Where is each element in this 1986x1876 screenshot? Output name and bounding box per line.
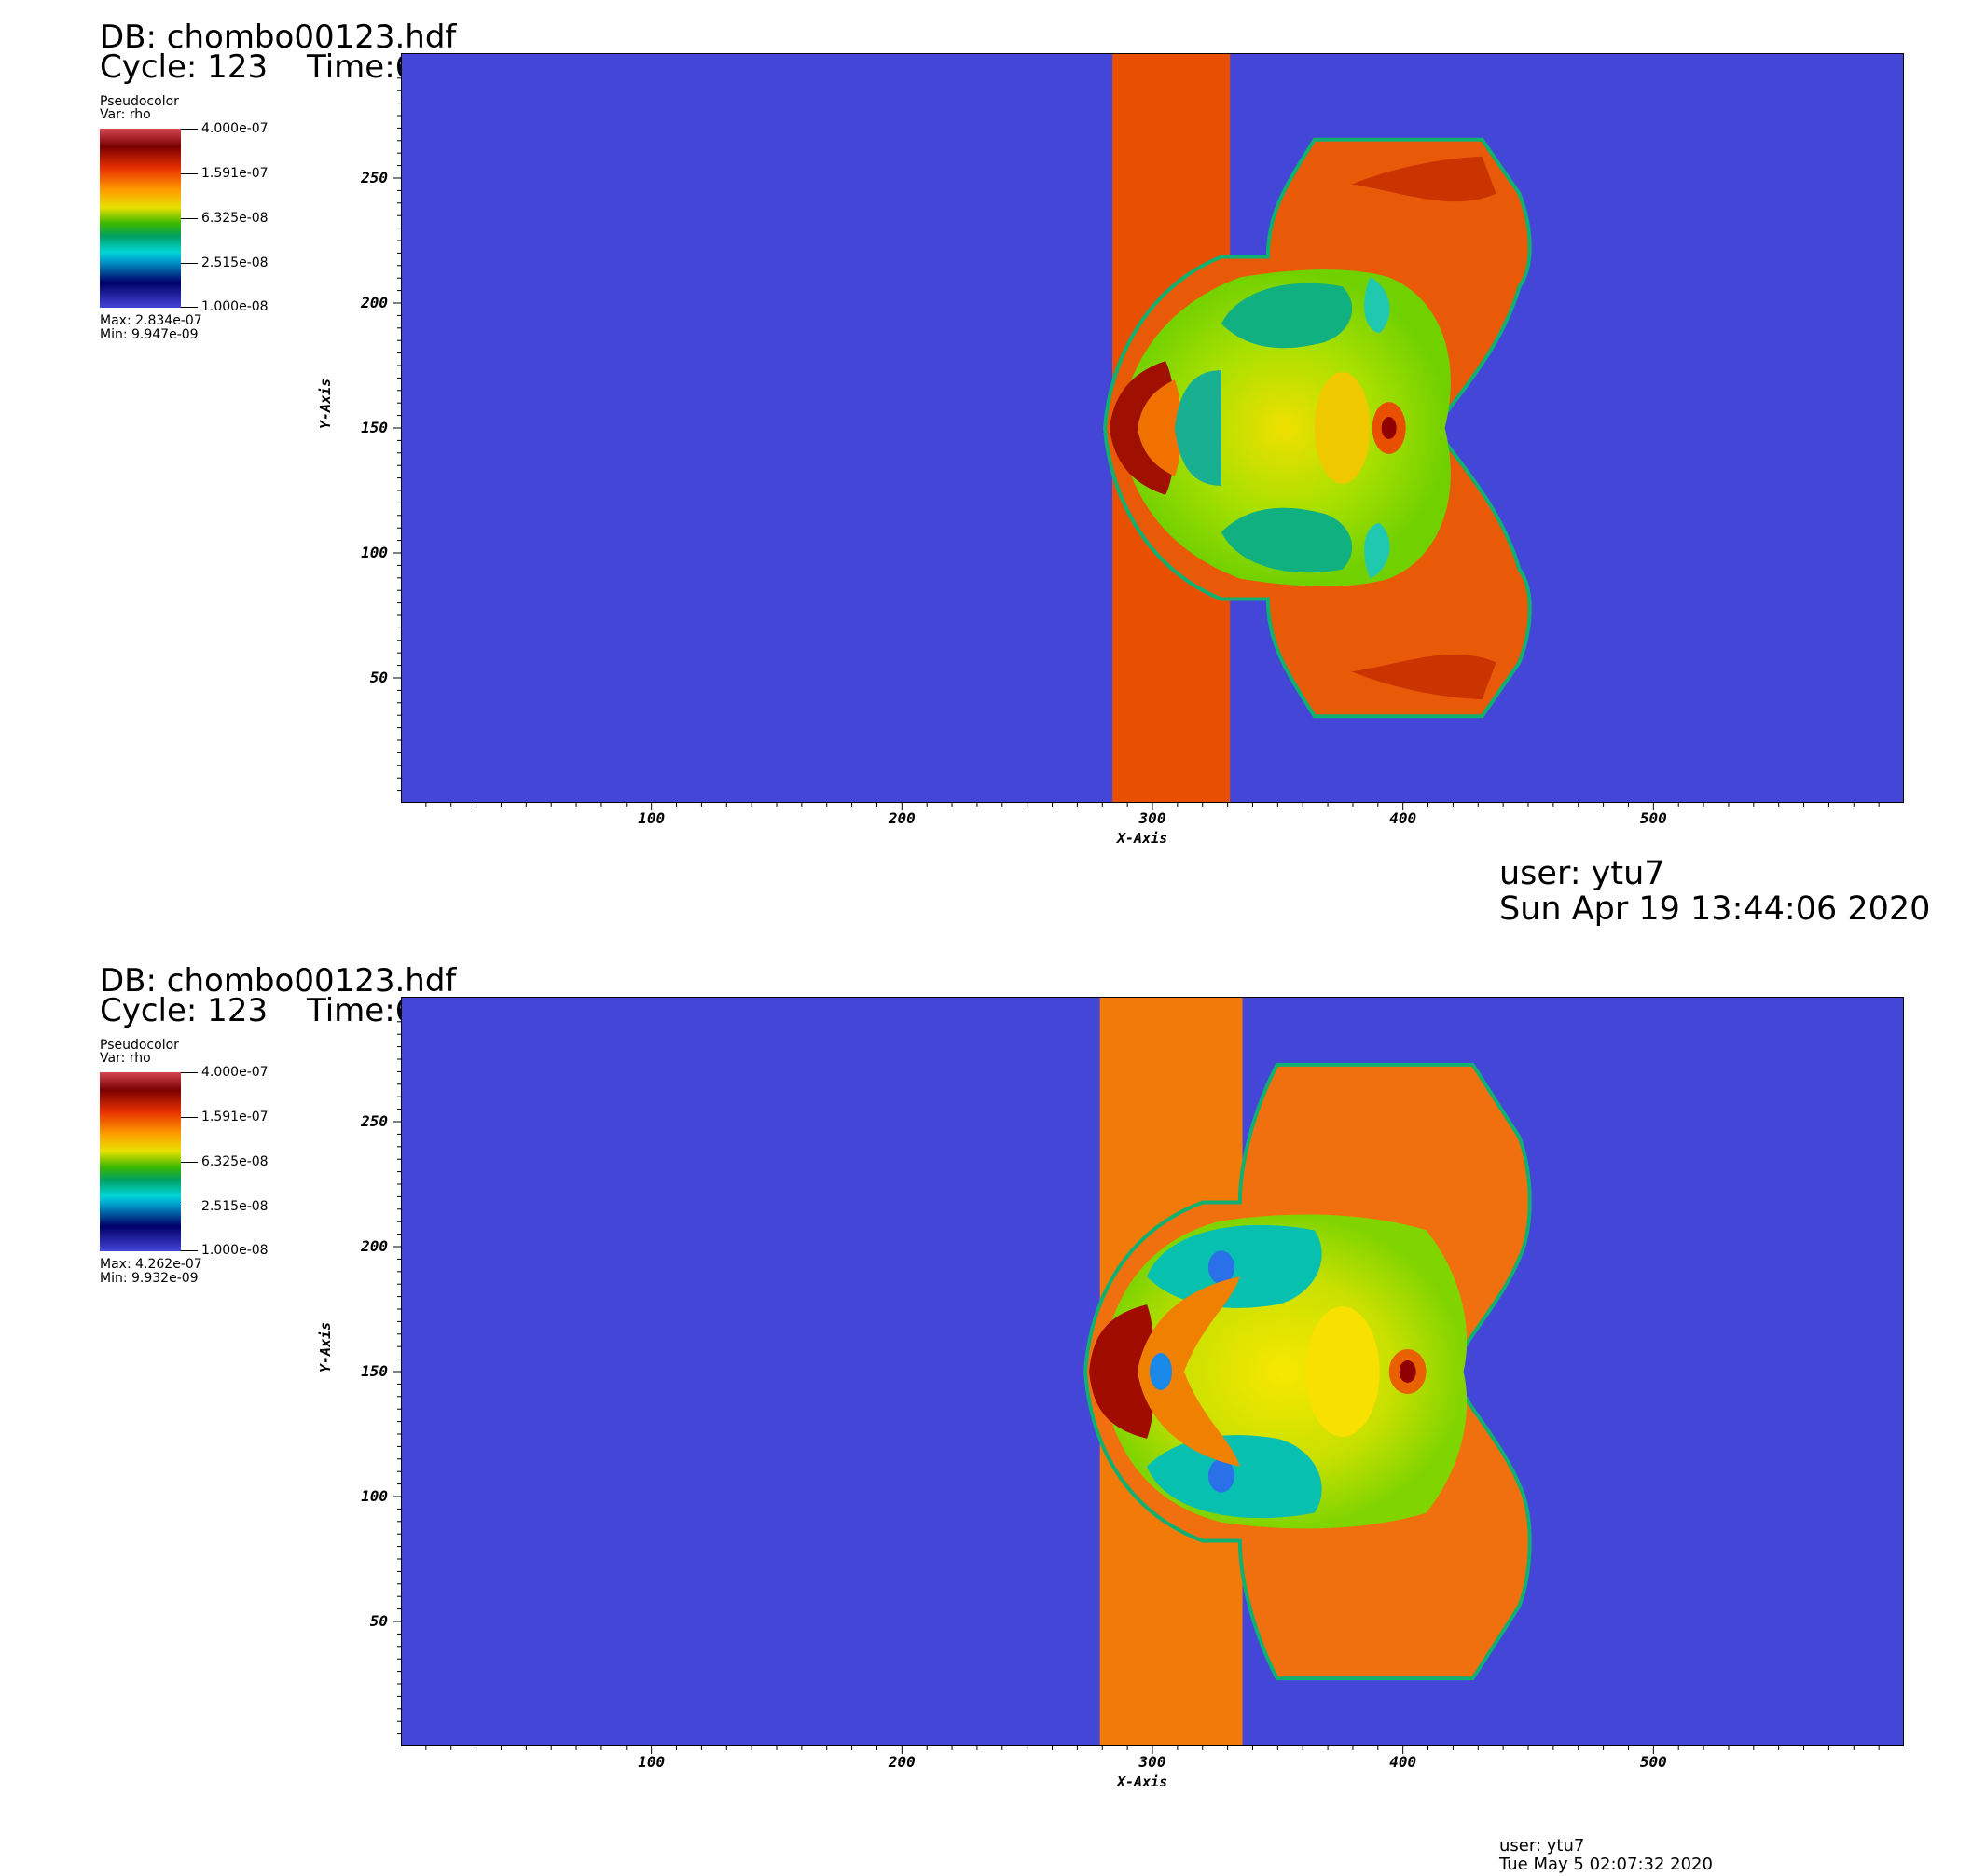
colorbar — [100, 1072, 181, 1251]
colorbar-tick-mark — [181, 1117, 198, 1118]
colorbar-tick-label: 6.325e-08 — [201, 1154, 269, 1169]
db-title: DB: chombo00123.hdf — [100, 962, 457, 1000]
colorbar-tick-label: 6.325e-08 — [201, 211, 269, 226]
y-tick-label: 100 — [361, 1487, 388, 1505]
y-axis-label: Y-Axis — [317, 1321, 334, 1373]
colorbar-tick-label: 4.000e-07 — [201, 1065, 269, 1080]
axes-ticks — [393, 1008, 1880, 1754]
heatmap-cyan-lobe — [1364, 522, 1390, 579]
colorbar-tick-mark — [181, 218, 198, 219]
datetime-label: Sun Apr 19 13:44:06 2020 — [1499, 890, 1931, 928]
x-tick-label: 300 — [1138, 1753, 1166, 1771]
user-label: user: ytu7 — [1499, 1836, 1585, 1855]
heatmap-dark-streak — [1351, 654, 1496, 700]
y-tick-label: 50 — [369, 1612, 388, 1630]
heatmap-blue-spot — [1207, 1458, 1234, 1493]
legend-min: Min: 9.947e-09 — [100, 327, 199, 342]
y-tick-label: 200 — [361, 294, 388, 311]
legend-max: Max: 4.262e-07 — [100, 1257, 202, 1272]
legend-plot-type: Pseudocolor — [100, 1038, 179, 1053]
y-minor-ticks — [393, 64, 401, 792]
datetime-label: Tue May 5 02:07:32 2020 — [1499, 1855, 1713, 1874]
axes-ticks — [393, 64, 1880, 810]
heatmap-core — [1304, 1306, 1380, 1437]
x-minor-ticks — [425, 1746, 1880, 1754]
y-tick-labels: 50 100 150 200 250 — [317, 944, 388, 1876]
y-tick-label: 250 — [361, 1112, 388, 1130]
visit-panel-2: DB: chombo00123.hdf Cycle: 123 Time:6.15… — [0, 944, 1986, 1876]
colorbar-tick-label: 1.591e-07 — [201, 166, 269, 181]
heatmap-red-arc — [1089, 1304, 1155, 1439]
colorbar-tick-mark — [181, 263, 198, 264]
heatmap-cyan-lobe — [1364, 277, 1390, 334]
heatmap-orange-arc — [1138, 379, 1182, 476]
heatmap-inner-cyan — [1174, 370, 1221, 486]
y-axis-label-wrap: Y-Axis — [317, 379, 354, 448]
heatmap-blue-spot — [1150, 1353, 1172, 1390]
y-minor-ticks — [393, 1008, 401, 1735]
y-tick-label: 250 — [361, 169, 388, 186]
x-tick-label: 500 — [1639, 1753, 1667, 1771]
legend-var: Var: rho — [100, 107, 151, 122]
y-tick-label: 200 — [361, 1237, 388, 1255]
heatmap-plot-area — [401, 53, 1904, 803]
colorbar — [100, 129, 181, 308]
colorbar-tick-label: 1.000e-08 — [201, 299, 269, 314]
heatmap-plot-area — [401, 997, 1904, 1746]
heatmap-field — [1103, 54, 1532, 802]
x-tick-label: 400 — [1389, 809, 1417, 827]
heatmap-green-lobe — [1119, 269, 1451, 586]
heatmap-cyan-lobe — [1221, 283, 1353, 349]
y-tick-label: 150 — [361, 1362, 388, 1380]
x-tick-label: 200 — [888, 1753, 916, 1771]
heatmap-orange-arc — [1138, 1276, 1240, 1467]
x-tick-label: 400 — [1389, 1753, 1417, 1771]
x-tick-label: 300 — [1138, 809, 1166, 827]
heatmap-dark-streak — [1351, 156, 1496, 202]
y-tick-labels: 50 100 150 200 250 — [317, 0, 388, 932]
cycle-value: Cycle: 123 — [100, 48, 269, 86]
heatmap-field — [1083, 998, 1532, 1745]
x-tick-label: 100 — [638, 809, 666, 827]
heatmap-blue-spot — [1207, 1250, 1234, 1285]
x-tick-label: 100 — [638, 1753, 666, 1771]
heatmap-cyan-lobe — [1221, 507, 1353, 573]
cycle-value: Cycle: 123 — [100, 992, 269, 1029]
x-tick-label: 500 — [1639, 809, 1667, 827]
visit-panel-1: DB: chombo00123.hdf Cycle: 123 Time:6.15… — [0, 0, 1986, 932]
y-tick-label: 50 — [369, 669, 388, 686]
colorbar-tick-mark — [181, 129, 198, 130]
user-label: user: ytu7 — [1499, 855, 1665, 892]
db-title: DB: chombo00123.hdf — [100, 19, 457, 56]
colorbar-tick-label: 4.000e-07 — [201, 121, 269, 136]
heatmap-core — [1314, 372, 1371, 484]
legend-max: Max: 2.834e-07 — [100, 313, 202, 328]
colorbar-tick-mark — [181, 173, 198, 174]
colorbar-tick-mark — [181, 307, 198, 308]
legend-min: Min: 9.932e-09 — [100, 1271, 199, 1286]
legend-var: Var: rho — [100, 1051, 151, 1066]
colorbar-tick-label: 2.515e-08 — [201, 1199, 269, 1214]
x-axis-label: X-Axis — [1117, 830, 1168, 847]
colorbar-tick-mark — [181, 1162, 198, 1163]
y-tick-label: 150 — [361, 419, 388, 436]
x-minor-ticks — [425, 803, 1880, 810]
x-tick-label: 200 — [888, 809, 916, 827]
x-axis-label: X-Axis — [1117, 1773, 1168, 1790]
heatmap-core — [1381, 417, 1397, 439]
legend-plot-type: Pseudocolor — [100, 94, 179, 109]
colorbar-tick-mark — [181, 1072, 198, 1073]
y-axis-label: Y-Axis — [317, 378, 334, 429]
colorbar-tick-label: 1.591e-07 — [201, 1110, 269, 1124]
colorbar-tick-mark — [181, 1250, 198, 1251]
colorbar-tick-label: 1.000e-08 — [201, 1243, 269, 1258]
colorbar-tick-label: 2.515e-08 — [201, 255, 269, 270]
y-tick-label: 100 — [361, 544, 388, 561]
heatmap-core — [1399, 1360, 1416, 1383]
y-axis-label-wrap: Y-Axis — [317, 1322, 354, 1391]
